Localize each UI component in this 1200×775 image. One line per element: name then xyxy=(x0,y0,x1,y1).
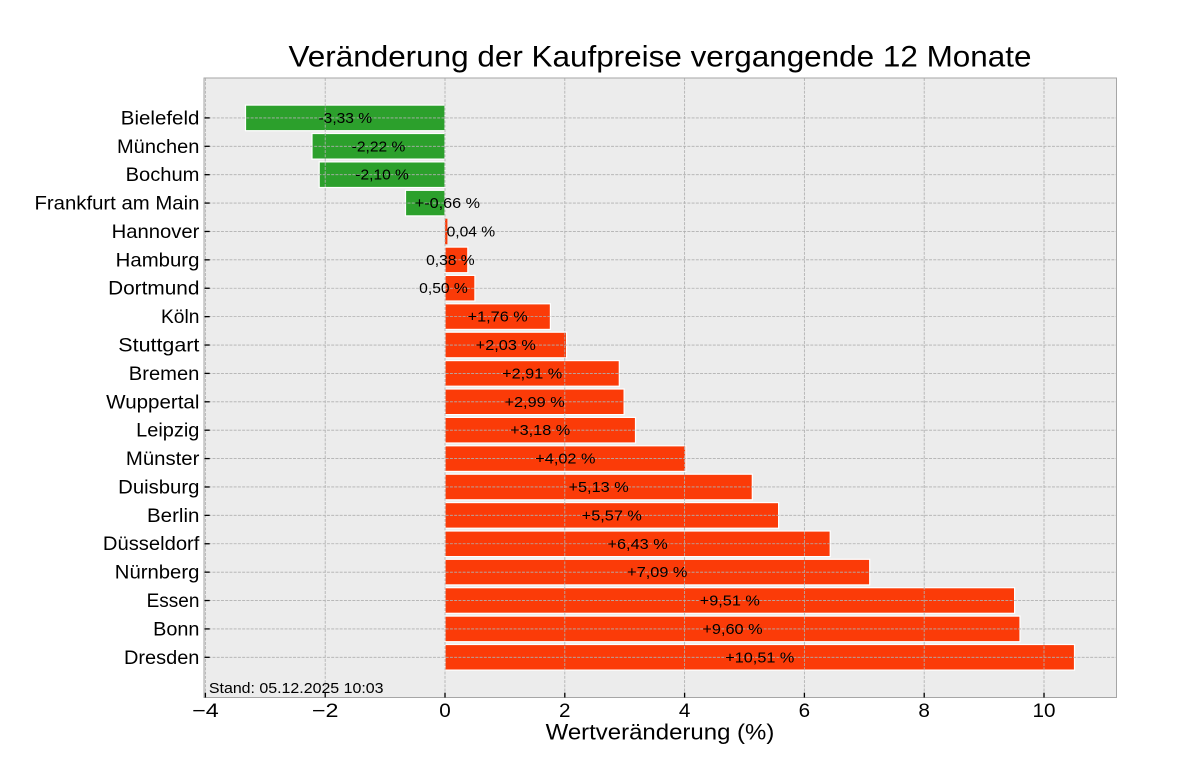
svg-text:0,38 %: 0,38 % xyxy=(426,253,475,269)
svg-text:-2,10 %: -2,10 % xyxy=(355,168,409,184)
svg-text:+5,13 %: +5,13 % xyxy=(569,480,629,496)
svg-text:Leipzig: Leipzig xyxy=(136,421,199,442)
svg-text:+-0,66 %: +-0,66 % xyxy=(415,196,480,212)
svg-text:+10,51 %: +10,51 % xyxy=(725,650,794,666)
svg-text:0,50 %: 0,50 % xyxy=(419,281,468,297)
svg-text:+7,09 %: +7,09 % xyxy=(627,565,687,581)
svg-text:Hamburg: Hamburg xyxy=(116,250,200,271)
svg-text:0,04 %: 0,04 % xyxy=(447,225,496,241)
svg-text:Köln: Köln xyxy=(161,307,199,328)
svg-text:Dortmund: Dortmund xyxy=(108,279,199,300)
svg-text:Berlin: Berlin xyxy=(147,506,199,527)
svg-text:Wuppertal: Wuppertal xyxy=(106,392,199,413)
svg-text:2: 2 xyxy=(559,701,571,722)
svg-text:Bochum: Bochum xyxy=(126,165,200,186)
svg-text:Hannover: Hannover xyxy=(112,222,200,243)
svg-text:Wertveränderung (%): Wertveränderung (%) xyxy=(546,719,775,744)
svg-text:Bremen: Bremen xyxy=(129,364,200,385)
svg-text:+9,51 %: +9,51 % xyxy=(700,594,760,610)
svg-text:+4,02 %: +4,02 % xyxy=(535,452,595,468)
svg-text:Stand: 05.12.2025 10:03: Stand: 05.12.2025 10:03 xyxy=(209,681,384,697)
svg-text:Münster: Münster xyxy=(126,449,200,470)
svg-text:+3,18 %: +3,18 % xyxy=(510,423,570,439)
svg-text:Stuttgart: Stuttgart xyxy=(118,336,200,357)
svg-text:+1,76 %: +1,76 % xyxy=(468,310,528,326)
svg-text:−4: −4 xyxy=(192,701,219,722)
svg-text:Düsseldorf: Düsseldorf xyxy=(103,534,200,555)
svg-text:Bonn: Bonn xyxy=(153,619,199,640)
svg-text:4: 4 xyxy=(679,701,691,722)
svg-text:-3,33 %: -3,33 % xyxy=(319,111,373,127)
svg-text:8: 8 xyxy=(918,701,930,722)
svg-text:Veränderung der Kaufpreise ver: Veränderung der Kaufpreise vergangende 1… xyxy=(289,41,1032,74)
svg-text:Nürnberg: Nürnberg xyxy=(115,563,200,584)
svg-text:+2,03 %: +2,03 % xyxy=(476,338,536,354)
svg-text:Duisburg: Duisburg xyxy=(118,478,199,499)
svg-text:0: 0 xyxy=(439,701,451,722)
svg-text:-2,22 %: -2,22 % xyxy=(352,139,406,155)
svg-text:6: 6 xyxy=(799,701,811,722)
svg-text:+9,60 %: +9,60 % xyxy=(702,622,762,638)
svg-text:10: 10 xyxy=(1033,701,1056,722)
svg-text:+5,57 %: +5,57 % xyxy=(582,508,642,524)
svg-text:+6,43 %: +6,43 % xyxy=(608,537,668,553)
svg-text:Frankfurt am Main: Frankfurt am Main xyxy=(35,194,200,215)
svg-text:−2: −2 xyxy=(312,701,339,722)
svg-text:München: München xyxy=(117,137,199,158)
svg-text:+2,99 %: +2,99 % xyxy=(505,395,565,411)
svg-text:Dresden: Dresden xyxy=(124,648,199,669)
svg-text:Essen: Essen xyxy=(147,591,200,612)
svg-text:Bielefeld: Bielefeld xyxy=(121,108,200,129)
svg-text:+2,91 %: +2,91 % xyxy=(502,366,562,382)
